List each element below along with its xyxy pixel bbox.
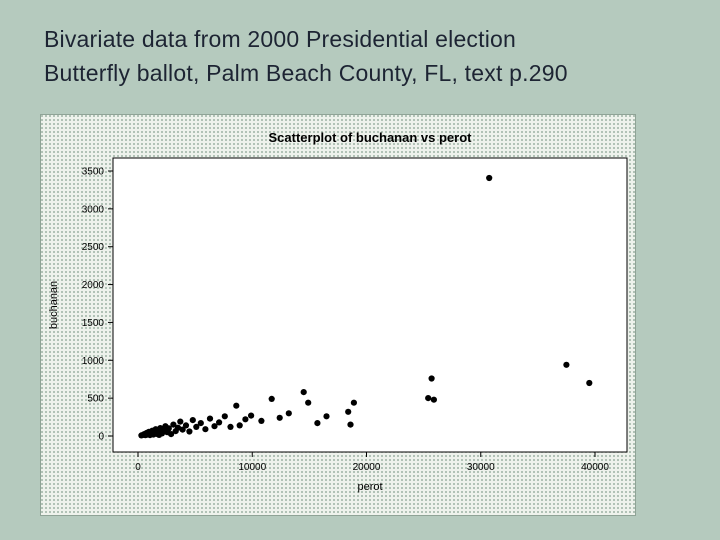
data-point [347, 421, 354, 428]
y-axis-label: buchanan [48, 281, 60, 329]
data-point [216, 419, 223, 426]
data-point [202, 426, 209, 433]
data-point [233, 402, 240, 409]
data-point [186, 428, 193, 435]
data-point [189, 417, 196, 424]
y-tick-label: 0 [98, 432, 104, 443]
data-point [170, 421, 177, 428]
data-point [350, 399, 357, 406]
y-tick-label: 3500 [82, 167, 105, 178]
plot-area [112, 157, 628, 453]
data-point [345, 408, 352, 415]
data-point [563, 361, 570, 368]
data-point [323, 413, 330, 420]
data-point [285, 410, 292, 417]
data-point [227, 423, 234, 430]
y-tick-label: 3000 [82, 204, 105, 215]
data-point [428, 375, 435, 382]
data-point [242, 416, 249, 423]
data-point [193, 423, 200, 430]
x-tick-label: 30000 [467, 462, 495, 473]
data-point [211, 423, 218, 430]
data-point [179, 426, 186, 433]
data-point [248, 412, 255, 419]
y-tick-label: 500 [87, 394, 104, 405]
data-point [206, 415, 214, 422]
data-point [165, 425, 172, 432]
data-point [486, 174, 493, 182]
slide-title-line-2: Butterfly ballot, Palm Beach County, FL,… [44, 60, 568, 86]
data-point [177, 418, 184, 425]
data-point [314, 420, 321, 427]
x-tick-label: 10000 [238, 462, 266, 473]
y-tick-label: 1500 [82, 318, 105, 329]
data-point [258, 417, 265, 424]
data-point [221, 413, 228, 420]
x-tick-label: 0 [135, 462, 141, 473]
chart-title: Scatterplot of buchanan vs perot [269, 130, 473, 145]
data-point [300, 389, 307, 396]
data-point [425, 395, 432, 402]
data-point [182, 422, 190, 429]
x-axis-label: perot [357, 481, 382, 493]
data-point [305, 399, 312, 406]
y-tick-label: 2000 [82, 280, 105, 291]
x-tick-label: 20000 [353, 462, 381, 473]
data-point [276, 414, 283, 421]
data-point [268, 395, 275, 402]
data-point [236, 422, 243, 429]
data-point [586, 379, 593, 387]
scatterplot-panel: Scatterplot of buchanan vs perot 0 500 1000… [40, 114, 636, 516]
x-tick-label: 40000 [581, 462, 609, 473]
slide-title: Bivariate data from 2000 Presidential el… [44, 22, 684, 90]
data-point [430, 396, 437, 403]
data-point [168, 431, 175, 438]
y-tick-label: 2500 [82, 242, 105, 253]
data-point [197, 420, 204, 427]
scatterplot-chart: Scatterplot of buchanan vs perot 0 500 1000… [48, 130, 628, 493]
y-tick-label: 1000 [82, 356, 105, 367]
slide-title-line-1: Bivariate data from 2000 Presidential el… [44, 26, 517, 52]
